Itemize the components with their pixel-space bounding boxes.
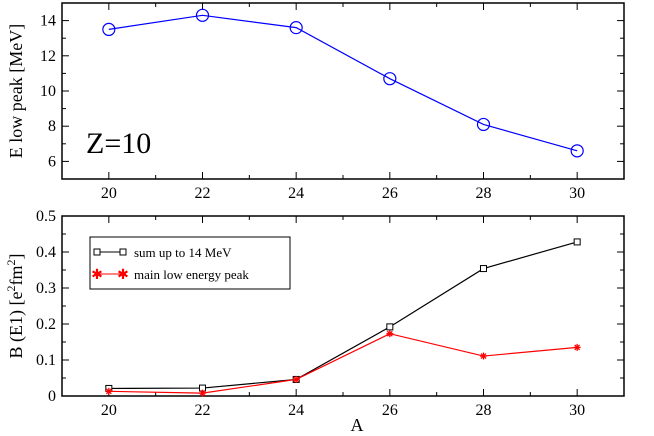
top-data-point (570, 144, 584, 158)
bottom-data-point (386, 323, 394, 331)
legend-marker-sum (93, 248, 101, 256)
top-series-group (102, 8, 584, 158)
bottom-x-tick-label: 22 (195, 402, 211, 419)
bottom-series-line-1 (108, 333, 578, 394)
bottom-y-tick-label: 0.4 (36, 244, 56, 261)
bottom-data-point (105, 387, 113, 395)
bottom-axis-ticks: 20 22 24 26 28 30 0 0.1 0.2 0.3 0.4 0.5 (36, 208, 624, 419)
top-data-point (383, 72, 397, 86)
bottom-data-point (573, 238, 581, 246)
chart-top-panel: 20 22 24 26 28 30 6 8 10 12 14 Z=10 E low peak [Me… (6, 2, 625, 202)
top-data-point (195, 8, 210, 22)
bottom-data-point (386, 330, 394, 338)
top-x-tick-label: 20 (101, 185, 117, 202)
bottom-y-tick-label: 0.3 (36, 280, 56, 297)
x-axis-label: A (351, 415, 364, 435)
chart-bottom-panel: 20 22 24 26 28 30 0 0.1 0.2 0.3 0.4 0.5 sum up to 1… (4, 208, 625, 435)
bottom-data-point (573, 343, 581, 351)
top-x-tick-label: 26 (382, 185, 398, 202)
top-y-tick-label: 10 (40, 83, 56, 100)
legend: sum up to 14 MeV ✱ ✱ main low energy pea… (89, 236, 291, 290)
top-data-point (476, 117, 491, 132)
top-x-tick-label: 28 (476, 185, 492, 202)
bottom-x-tick-label: 24 (288, 402, 304, 419)
top-y-tick-label: 14 (40, 13, 56, 30)
top-y-tick-label: 8 (48, 118, 56, 135)
bottom-series-line-0 (108, 241, 578, 390)
legend-box (89, 236, 291, 290)
legend-label-main: main low energy peak (134, 267, 249, 282)
legend-marker-main-2: ✱ (117, 268, 129, 283)
bottom-y-tick-label: 0.2 (36, 316, 56, 333)
top-data-point (102, 22, 116, 36)
bottom-y-tick-label: 0 (48, 388, 56, 405)
legend-label-sum: sum up to 14 MeV (134, 245, 232, 260)
top-series-line-0 (108, 14, 578, 152)
top-axis-ticks: 20 22 24 26 28 30 6 8 10 12 14 (40, 3, 624, 202)
top-y-axis-label: E low peak [MeV] (6, 24, 26, 158)
top-x-tick-label: 24 (288, 185, 304, 202)
bottom-series-group (105, 238, 581, 397)
bottom-x-tick-label: 28 (476, 402, 492, 419)
z-annotation: Z=10 (86, 127, 151, 160)
legend-marker-sum-2 (119, 248, 127, 256)
bottom-data-point (480, 265, 487, 273)
bottom-y-tick-label: 0.5 (36, 208, 56, 225)
bottom-y-axis-label: B (E1) [e2fm2] (4, 254, 27, 359)
legend-marker-main: ✱ (91, 268, 103, 283)
bottom-data-point (199, 389, 206, 397)
bottom-x-tick-label: 30 (569, 402, 585, 419)
top-x-tick-label: 22 (195, 185, 211, 202)
bottom-x-tick-label: 20 (101, 402, 117, 419)
bottom-data-point (480, 352, 487, 360)
bottom-data-point (292, 375, 300, 383)
top-y-tick-label: 6 (48, 153, 56, 170)
bottom-x-tick-label: 26 (382, 402, 398, 419)
top-y-tick-label: 12 (40, 48, 56, 65)
bottom-y-tick-label: 0.1 (36, 352, 56, 369)
top-x-tick-label: 30 (569, 185, 585, 202)
top-data-point (289, 21, 303, 35)
